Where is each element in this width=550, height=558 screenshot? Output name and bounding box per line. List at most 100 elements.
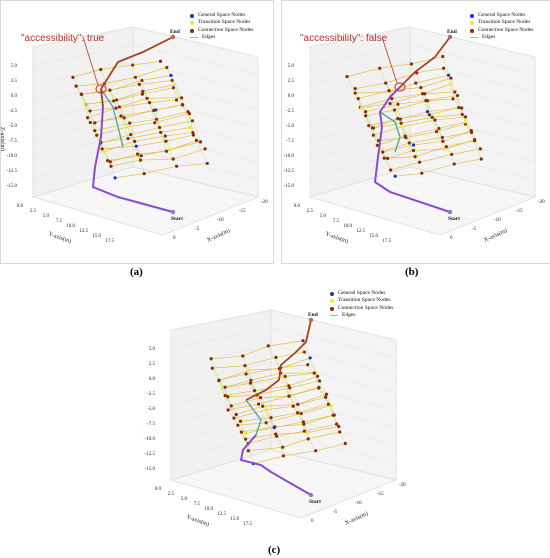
z-tick-label: -12.5	[7, 169, 18, 174]
connection-node	[210, 366, 214, 370]
edge-line	[289, 380, 320, 389]
edge-line	[346, 67, 380, 77]
plot-group: End Start 5.0 2.5 0.0 -2.5 -5.0 -7.5 -10.0 -12.5 -…	[282, 26, 545, 245]
edge-line	[160, 127, 191, 133]
edge-line	[140, 158, 174, 161]
connection-node	[274, 434, 279, 438]
connection-node	[163, 134, 167, 138]
connection-node	[88, 109, 92, 113]
edge-line	[127, 132, 161, 139]
edge-line	[424, 91, 455, 95]
plot-a: End Start 5.0 2.5 0.0 -2.5 -5.0 -7.5 -10.0 -12.5 -…	[1, 26, 268, 245]
edge-line	[166, 151, 177, 167]
general-node	[113, 176, 117, 180]
z-tick-label: 0.0	[288, 94, 295, 99]
end-node	[170, 34, 176, 40]
callout-marker	[95, 84, 107, 94]
path-segment-brown	[245, 319, 312, 401]
transition-node	[443, 147, 447, 151]
connection-node	[296, 402, 300, 406]
path-segment-teal	[245, 399, 262, 436]
x-tick-label: -15	[377, 492, 384, 497]
connection-node	[140, 92, 144, 96]
y-tick-label: 5.0	[181, 497, 188, 502]
connection-node	[457, 105, 461, 110]
plot-c: End Start 5.0 2.5 0.0 -2.5 -5.0 -7.5 -10.0 -12.5 -…	[143, 309, 406, 528]
grid-line	[32, 79, 134, 104]
connection-node	[191, 133, 195, 137]
y-tick-label: 10.0	[66, 224, 75, 229]
z-tick-label: 2.5	[149, 362, 156, 367]
edge-line	[289, 387, 294, 407]
edge-line	[137, 154, 145, 174]
legend-connection-label: Connection Space Nodes	[478, 26, 534, 33]
grid-line	[347, 185, 476, 221]
legend-edges: Edges	[190, 34, 253, 41]
grid-line	[258, 453, 385, 485]
edge-line	[387, 150, 414, 159]
edge-line	[102, 141, 135, 153]
z-tick-label: -7.5	[9, 139, 17, 144]
connection-node	[387, 88, 391, 93]
connection-node	[306, 363, 310, 367]
connection-node	[444, 145, 448, 149]
edge-line	[132, 64, 143, 81]
connection-node	[326, 402, 331, 406]
connection-node	[266, 344, 270, 348]
connection-node	[232, 416, 236, 420]
x-axis-label: X-axis(m)	[206, 227, 231, 244]
edge-line	[436, 131, 446, 150]
callout-accessibility-true: "accessibility": true	[21, 33, 105, 44]
connection-node	[281, 454, 286, 458]
grid-line	[45, 193, 175, 231]
z-tick-label: -15.0	[145, 467, 156, 472]
legend-general-label: General Space Nodes	[198, 12, 246, 18]
grid-line	[270, 327, 397, 358]
edge-line-icon	[190, 37, 198, 39]
connection-node	[229, 404, 233, 408]
connection-node	[317, 379, 322, 383]
edge-line	[120, 110, 154, 117]
connection-node	[112, 99, 116, 103]
y-tick-label: 2.5	[168, 492, 175, 497]
transition-node	[306, 430, 310, 435]
connection-node	[244, 437, 248, 441]
legend-transition-label: Transition Space Nodes	[338, 297, 391, 304]
legend-connection-label: Connection Space Nodes	[338, 304, 394, 311]
start-label: Start	[171, 216, 183, 222]
connection-node	[411, 148, 416, 153]
connection-node	[117, 105, 121, 109]
edge-line	[196, 140, 208, 164]
edge-line	[154, 113, 190, 124]
edge-line	[346, 76, 356, 94]
connection-node	[170, 78, 174, 83]
transition-node	[173, 82, 177, 87]
general-node	[411, 143, 416, 147]
edge-line	[372, 118, 398, 129]
edge-line	[397, 100, 426, 105]
edge-line	[141, 75, 172, 81]
connection-node	[109, 164, 113, 168]
x-tick-label: -5	[333, 510, 338, 515]
connection-node	[460, 112, 464, 117]
connection-node	[248, 381, 253, 385]
connection-node	[190, 119, 195, 123]
legend-a: General Space Nodes Transition Space Nod…	[190, 12, 253, 42]
z-tick-label: -5.0	[286, 124, 294, 129]
legend-transition-label: Transition Space Nodes	[478, 19, 531, 26]
edge-line	[115, 102, 150, 109]
path-segment-brown	[100, 36, 174, 108]
edge-line	[149, 99, 177, 103]
connection-node	[187, 111, 191, 116]
connection-node	[217, 378, 221, 382]
y-axis-label: Y-axis(m)	[324, 230, 349, 245]
grid-line	[245, 457, 373, 490]
edge-line	[219, 373, 247, 381]
edge-line	[76, 83, 105, 87]
y-tick-label: 7.5	[194, 502, 201, 507]
connection-node	[108, 160, 112, 164]
connection-node	[440, 135, 444, 140]
transition-node-icon	[190, 21, 194, 26]
y-tick-label: 10.0	[343, 224, 352, 229]
connection-node	[114, 106, 118, 110]
